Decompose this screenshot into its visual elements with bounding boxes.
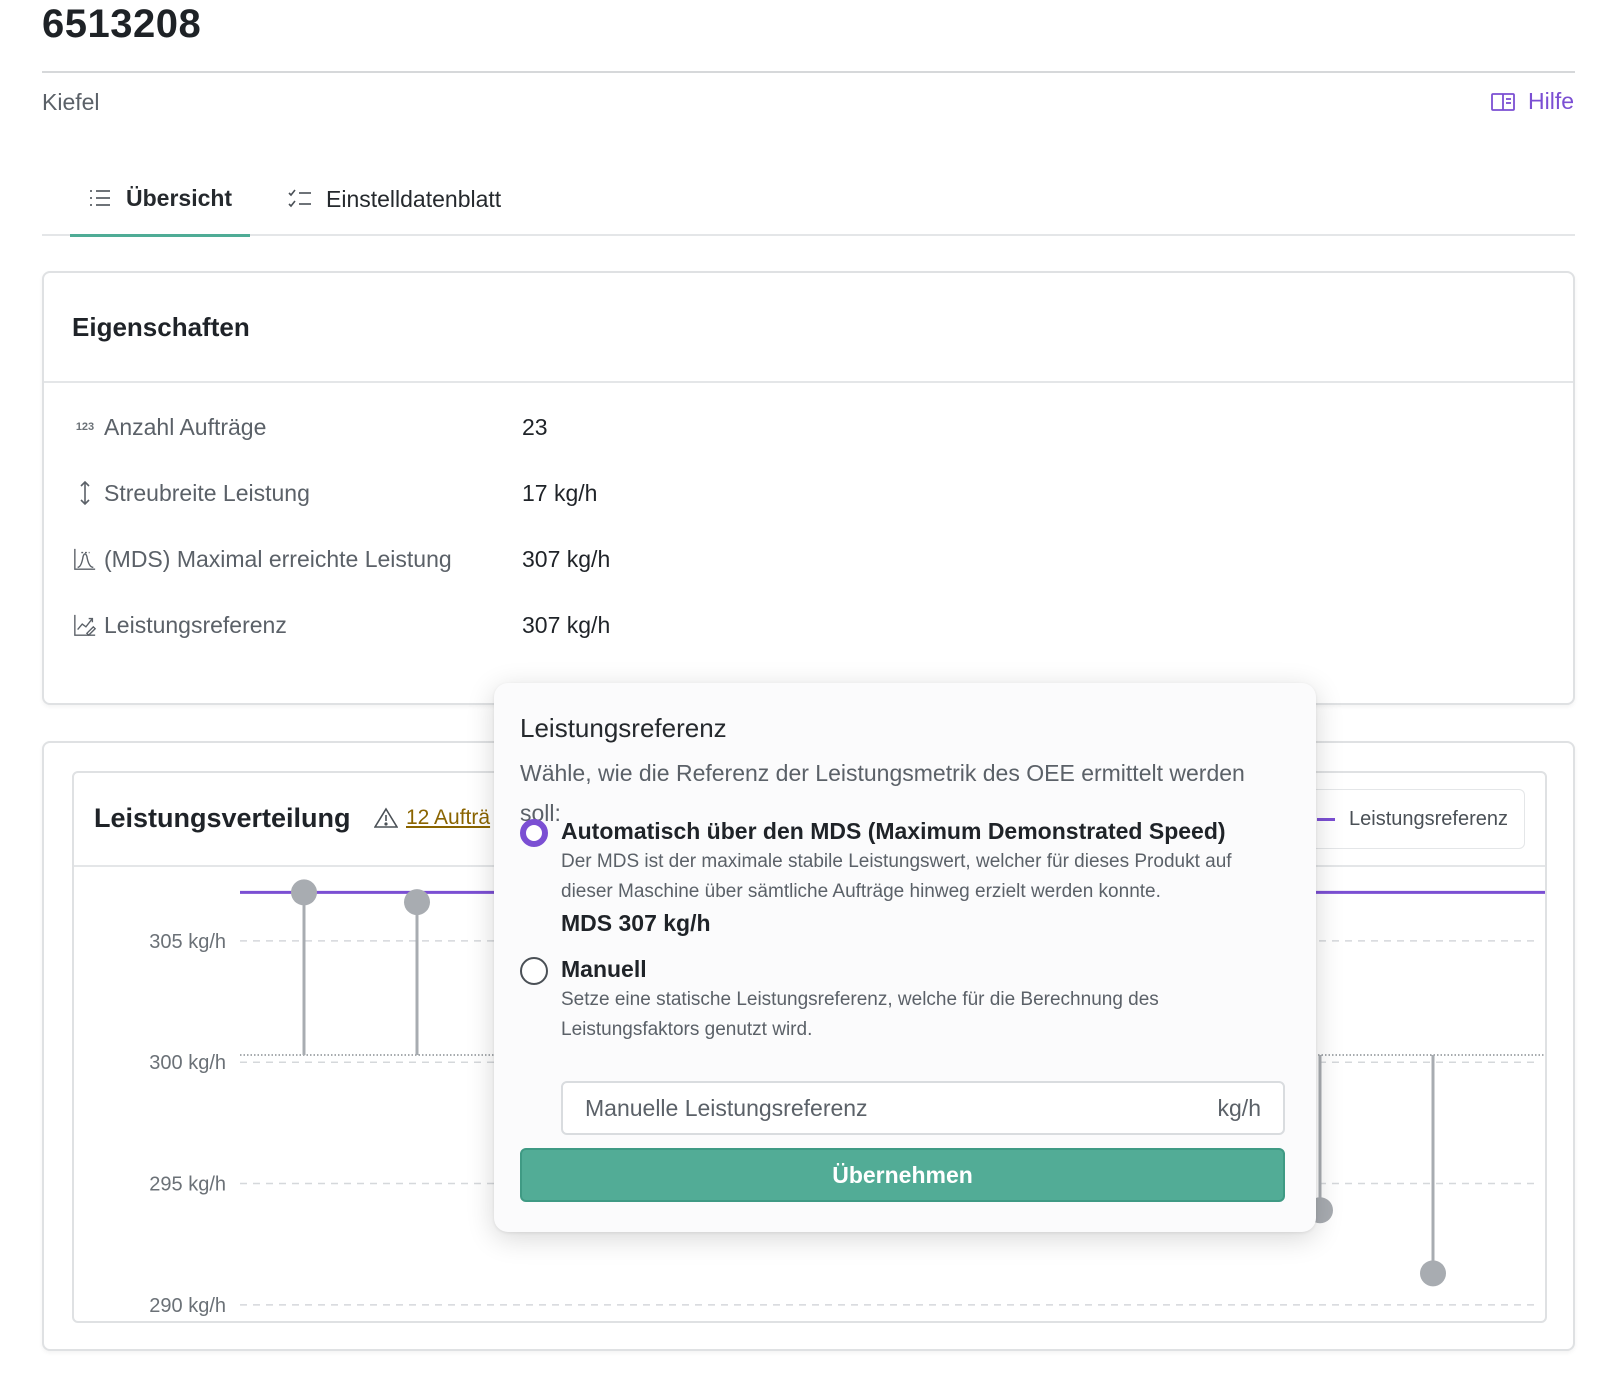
property-label: Anzahl Aufträge — [104, 413, 267, 440]
y-tick-label: 290 kg/h — [149, 1295, 226, 1317]
tab-overview-label: Übersicht — [126, 184, 233, 211]
property-label: Leistungsreferenz — [104, 611, 287, 638]
option-auto-mds-value: MDS 307 kg/h — [561, 910, 711, 936]
property-row-spread: Streubreite Leistung 17 kg/h — [72, 473, 597, 513]
property-value: 307 kg/h — [522, 611, 611, 638]
option-auto-title[interactable]: Automatisch über den MDS (Maximum Demons… — [561, 818, 1226, 844]
data-point — [1420, 1260, 1446, 1287]
legend-label: Leistungsreferenz — [1349, 807, 1508, 830]
vertical-arrows-icon — [72, 480, 98, 506]
properties-card: Eigenschaften 123 Anzahl Aufträge 23 Str… — [42, 271, 1575, 705]
book-open-icon — [1491, 92, 1515, 111]
chart-edit-icon — [72, 612, 98, 638]
property-row-orders: 123 Anzahl Aufträge 23 — [72, 407, 548, 447]
page-subtitle: Kiefel — [42, 89, 100, 115]
distribution-chart: 305 kg/h 300 kg/h 295 kg/h 290 kg/h — [149, 879, 1545, 1317]
apply-button[interactable]: Übernehmen — [520, 1148, 1285, 1202]
distribution-header: Leistungsverteilung 12 Aufträ Leistungsr… — [74, 773, 1545, 867]
y-tick-label: 305 kg/h — [149, 931, 226, 953]
page-title: 6513208 — [42, 2, 202, 46]
property-row-reference: Leistungsreferenz 307 kg/h — [72, 605, 610, 645]
chart-legend[interactable]: Leistungsreferenz — [1306, 789, 1525, 849]
data-point — [291, 879, 317, 906]
property-value: 23 — [522, 413, 548, 440]
warning-triangle-icon — [374, 807, 398, 828]
popover-title: Leistungsreferenz — [520, 713, 727, 743]
properties-title: Eigenschaften — [72, 311, 250, 342]
tab-bar: Übersicht Einstelldatenblatt — [42, 162, 1575, 237]
property-row-mds: (MDS) Maximal erreichte Leistung 307 kg/… — [72, 539, 610, 579]
manual-reference-input[interactable] — [585, 1094, 1145, 1122]
help-link[interactable]: Hilfe — [1490, 88, 1574, 115]
radio-auto-mds[interactable] — [520, 819, 548, 847]
distribution-title: Leistungsverteilung — [94, 803, 351, 833]
y-tick-label: 300 kg/h — [149, 1052, 226, 1074]
property-label: Streubreite Leistung — [104, 479, 310, 506]
property-label: (MDS) Maximal erreichte Leistung — [104, 545, 452, 572]
orders-warning-label: 12 Aufträ — [406, 806, 491, 829]
reference-popover: Leistungsreferenz Wähle, wie die Referen… — [494, 683, 1316, 1232]
orders-warning-link[interactable]: 12 Aufträ — [374, 806, 490, 830]
property-value: 17 kg/h — [522, 479, 598, 506]
y-tick-label: 295 kg/h — [149, 1174, 226, 1196]
distribution-chart-panel: Leistungsverteilung 12 Aufträ Leistungsr… — [72, 771, 1547, 1323]
manual-reference-field[interactable]: kg/h — [561, 1081, 1285, 1135]
properties-header: Eigenschaften — [44, 273, 1573, 383]
popover-description: Wähle, wie die Referenz der Leistungsmet… — [520, 760, 1245, 826]
option-manual-description: Setze eine statische Leistungsreferenz, … — [561, 989, 1159, 1040]
checklist-icon — [288, 189, 311, 208]
tab-settings-sheet-label: Einstelldatenblatt — [326, 185, 502, 212]
radio-manual[interactable] — [520, 957, 548, 985]
peak-chart-icon — [72, 546, 98, 572]
input-unit-label: kg/h — [1217, 1094, 1261, 1121]
property-value: 307 kg/h — [522, 545, 611, 572]
data-point — [404, 889, 430, 916]
legend-swatch — [1317, 817, 1336, 821]
tab-overview[interactable]: Übersicht — [70, 162, 251, 237]
option-manual-title[interactable]: Manuell — [561, 956, 647, 982]
number-123-icon: 123 — [75, 421, 95, 433]
tab-settings-sheet[interactable]: Einstelldatenblatt — [270, 162, 519, 236]
help-label: Hilfe — [1527, 88, 1574, 114]
option-auto-description: Der MDS ist der maximale stabile Leistun… — [561, 851, 1232, 902]
title-divider — [42, 71, 1575, 73]
list-icon — [90, 190, 110, 206]
